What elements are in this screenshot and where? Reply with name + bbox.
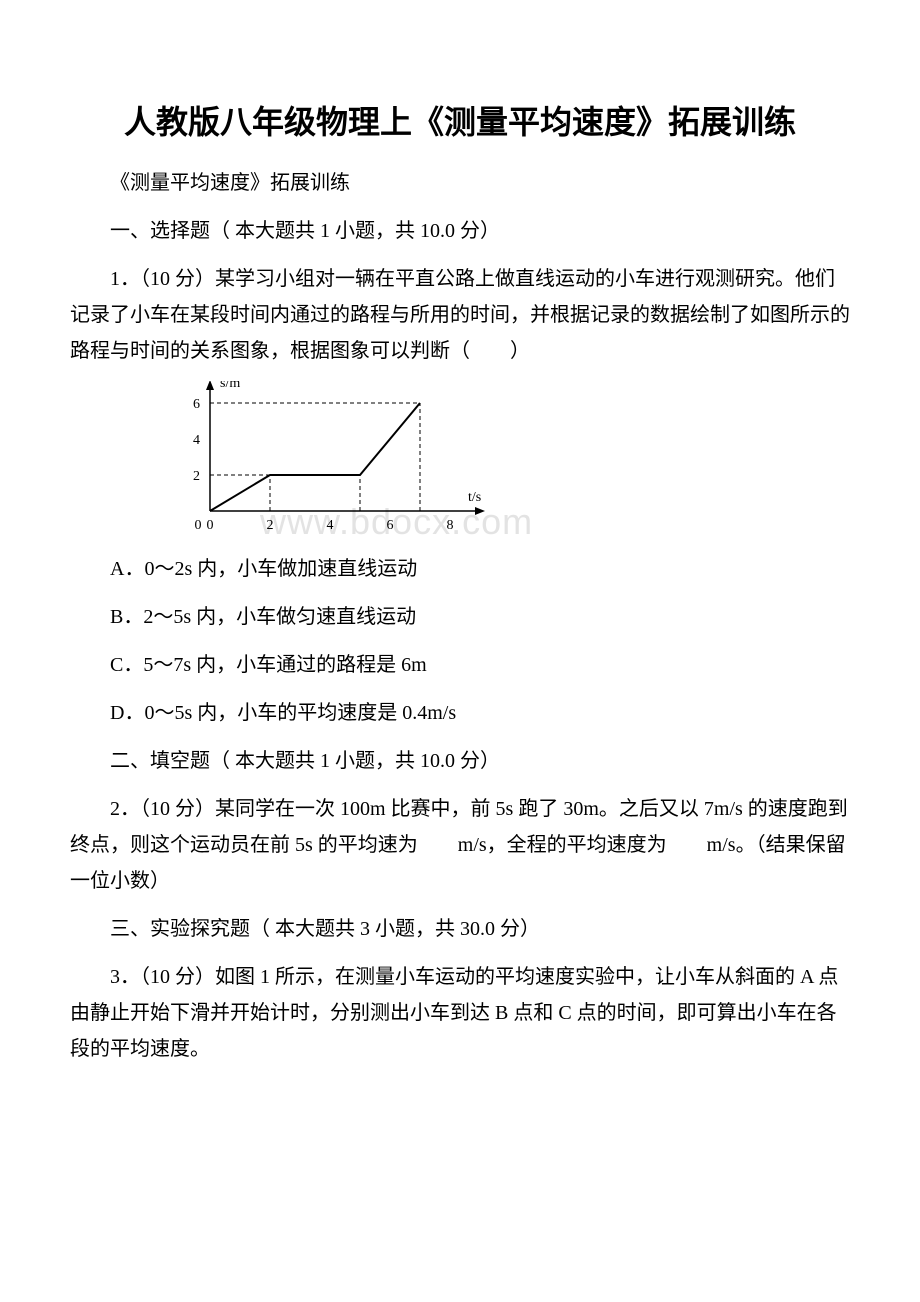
section-2-header: 二、填空题（ 本大题共 1 小题，共 10.0 分） — [70, 743, 850, 779]
svg-text:0: 0 — [195, 518, 202, 533]
question-2: 2．（10 分）某同学在一次 100m 比赛中，前 5s 跑了 30m。之后又以… — [70, 791, 850, 899]
svg-text:0: 0 — [207, 518, 214, 533]
chart-svg: s/m t/s 0 2 4 6 8 0 2 4 6 — [170, 381, 510, 541]
svg-text:8: 8 — [447, 518, 454, 533]
svg-text:6: 6 — [387, 518, 394, 533]
svg-text:2: 2 — [193, 469, 200, 484]
option-c: C．5～7s 内，小车通过的路程是 6m — [70, 647, 850, 683]
option-b: B．2～5s 内，小车做匀速直线运动 — [70, 599, 850, 635]
option-a: A．0～2s 内，小车做加速直线运动 — [70, 551, 850, 587]
question-1: 1．（10 分）某学习小组对一辆在平直公路上做直线运动的小车进行观测研究。他们记… — [70, 261, 850, 369]
svg-text:2: 2 — [267, 518, 274, 533]
svg-text:6: 6 — [193, 397, 200, 412]
svg-text:4: 4 — [193, 433, 200, 448]
page-title: 人教版八年级物理上《测量平均速度》拓展训练 — [70, 100, 850, 145]
option-d: D．0～5s 内，小车的平均速度是 0.4m/s — [70, 695, 850, 731]
subtitle: 《测量平均速度》拓展训练 — [70, 165, 850, 201]
distance-time-chart: www.bdocx.com s/mt/s024680246 — [170, 381, 510, 541]
question-3: 3．（10 分）如图 1 所示，在测量小车运动的平均速度实验中，让小车从斜面的 … — [70, 959, 850, 1067]
svg-text:t/s: t/s — [468, 490, 481, 505]
section-3-header: 三、实验探究题（ 本大题共 3 小题，共 30.0 分） — [70, 911, 850, 947]
section-1-header: 一、选择题（ 本大题共 1 小题，共 10.0 分） — [70, 213, 850, 249]
svg-text:4: 4 — [327, 518, 334, 533]
svg-text:s/m: s/m — [220, 381, 240, 391]
